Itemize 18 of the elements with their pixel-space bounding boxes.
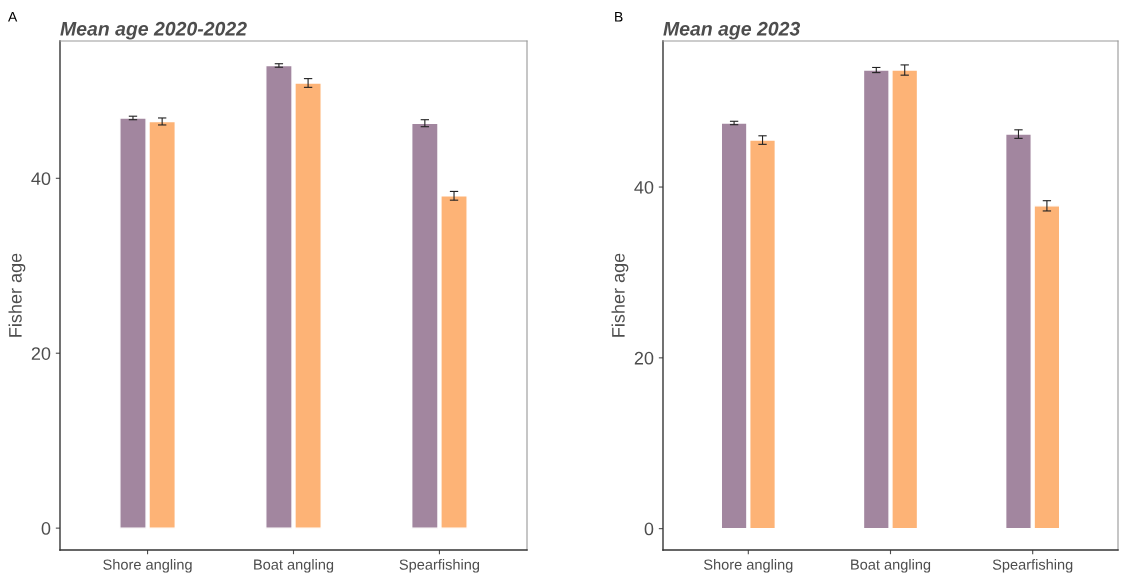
x-tick-label: Boat angling	[254, 559, 334, 573]
x-tick-label: Boat angling	[851, 559, 931, 573]
chart-title: Mean age 2023	[663, 21, 801, 40]
x-tick-label: Spearfishing	[992, 559, 1073, 573]
y-tick-label: 0	[41, 522, 51, 535]
x-tick-label: Spearfishing	[399, 559, 480, 573]
x-tick-label: Shore angling	[103, 559, 192, 573]
chart-title: Mean age 2020-2022	[60, 21, 247, 40]
y-tick-label: 0	[644, 522, 654, 536]
text: A	[8, 12, 18, 22]
x-tick-label: Shore angling	[703, 559, 793, 573]
y-tick-label: 40	[634, 180, 654, 194]
y-tick-label: 20	[31, 347, 51, 360]
y-tick-label: 40	[31, 172, 51, 186]
y-tick-label: 20	[634, 351, 654, 365]
y-axis-title: Fisher age	[8, 253, 26, 337]
y-axis-title: Fisher age	[611, 253, 629, 337]
text: B	[615, 12, 623, 22]
